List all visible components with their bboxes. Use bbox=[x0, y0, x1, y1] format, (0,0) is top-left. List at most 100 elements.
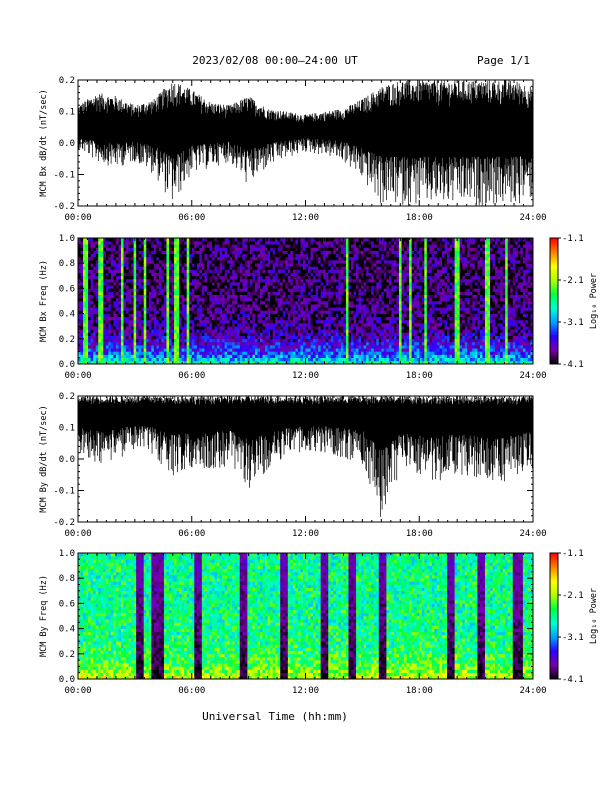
spectrogram-cell bbox=[98, 307, 102, 311]
spectrogram-cell bbox=[78, 301, 81, 305]
spectrogram-cell bbox=[194, 310, 198, 314]
spectrogram-cell bbox=[239, 341, 243, 346]
spectrogram-cell bbox=[171, 275, 175, 280]
spectrogram-cell bbox=[244, 269, 248, 273]
spectrogram-cell bbox=[270, 338, 273, 343]
spectrogram-cell bbox=[320, 244, 324, 248]
spectrogram-cell bbox=[237, 338, 241, 343]
spectrogram-cell bbox=[356, 313, 359, 318]
spectrogram-cell bbox=[171, 326, 175, 330]
spectrogram-cell bbox=[133, 294, 137, 299]
spectrogram-cell bbox=[115, 272, 119, 277]
spectrogram-cell bbox=[163, 288, 167, 292]
spectrogram-cell bbox=[158, 294, 162, 299]
spectrogram-cell bbox=[98, 360, 102, 365]
spectrogram-cell bbox=[242, 282, 246, 286]
spectrogram-cell bbox=[224, 319, 228, 324]
spectrogram-cell bbox=[93, 266, 96, 270]
spectrogram-cell bbox=[229, 323, 233, 327]
spectrogram-cell bbox=[376, 345, 380, 349]
spectrogram-cell bbox=[222, 304, 225, 308]
spectrogram-cell bbox=[196, 278, 200, 283]
spectrogram-cell bbox=[85, 351, 89, 355]
spectrogram-cell bbox=[120, 247, 124, 251]
spectrogram-cell bbox=[131, 307, 134, 311]
spectrogram-cell bbox=[93, 332, 96, 336]
spectrogram-cell bbox=[206, 335, 210, 340]
spectrogram-cell bbox=[214, 244, 218, 248]
spectrogram-cell bbox=[265, 297, 268, 302]
spectrogram-cell bbox=[133, 285, 137, 289]
spectrogram-cell bbox=[184, 256, 187, 261]
spectrogram-cell bbox=[138, 326, 142, 330]
spectrogram-cell bbox=[247, 341, 251, 346]
spectrogram-cell bbox=[313, 307, 316, 311]
spectrogram-cell bbox=[83, 260, 86, 264]
spectrogram-cell bbox=[83, 278, 86, 283]
spectrogram-cell bbox=[335, 338, 339, 343]
spectrogram-cell bbox=[343, 269, 347, 273]
spectrogram-cell bbox=[361, 335, 364, 340]
spectrogram-cell bbox=[179, 351, 182, 355]
spectrogram-cell bbox=[78, 285, 81, 289]
spectrogram-cell bbox=[133, 301, 137, 305]
spectrogram-cell bbox=[310, 304, 314, 308]
spectrogram-cell bbox=[368, 272, 372, 277]
spectrogram-cell bbox=[201, 244, 205, 248]
spectrogram-cell bbox=[146, 291, 150, 295]
spectrogram-cell bbox=[113, 301, 117, 305]
spectrogram-cell bbox=[199, 319, 203, 324]
spectrogram-cell bbox=[252, 263, 256, 267]
spectrogram-cell bbox=[333, 278, 337, 283]
spectrogram-cell bbox=[295, 319, 299, 324]
spectrogram-cell bbox=[224, 294, 228, 299]
spectrogram-cell bbox=[113, 291, 117, 295]
spectrogram-cell bbox=[191, 345, 195, 349]
spectrogram-cell bbox=[98, 348, 102, 352]
spectrogram-cell bbox=[368, 291, 372, 295]
spectrogram-cell bbox=[234, 313, 238, 318]
spectrogram-cell bbox=[234, 244, 238, 248]
spectrogram-cell bbox=[277, 260, 281, 264]
spectrogram-cell bbox=[136, 310, 139, 314]
spectrogram-cell bbox=[378, 260, 382, 264]
spectrogram-cell bbox=[222, 357, 225, 362]
spectrogram-cell bbox=[217, 307, 220, 311]
spectrogram-cell bbox=[232, 360, 236, 365]
spectrogram-cell bbox=[100, 278, 104, 283]
spectrogram-cell bbox=[280, 326, 284, 330]
spectrogram-cell bbox=[338, 266, 342, 270]
spectrogram-cell bbox=[285, 297, 289, 302]
spectrogram-cell bbox=[128, 335, 132, 340]
spectrogram-cell bbox=[163, 351, 167, 355]
spectrogram-cell bbox=[305, 351, 309, 355]
spectrogram-cell bbox=[373, 244, 377, 248]
spectrogram-cell bbox=[325, 329, 329, 333]
spectrogram-cell bbox=[113, 348, 117, 352]
spectrogram-cell bbox=[176, 269, 180, 273]
spectrogram-cell bbox=[196, 329, 200, 333]
spectrogram-cell bbox=[290, 263, 294, 267]
spectrogram-cell bbox=[295, 338, 299, 343]
spectrogram-cell bbox=[80, 345, 84, 349]
spectrogram-cell bbox=[315, 260, 319, 264]
spectrogram-cell bbox=[290, 319, 294, 324]
spectrogram-cell bbox=[277, 354, 281, 358]
spectrogram-cell bbox=[136, 326, 139, 330]
spectrogram-cell bbox=[267, 341, 271, 346]
spectrogram-cell bbox=[249, 253, 253, 258]
spectrogram-cell bbox=[242, 291, 246, 295]
spectrogram-cell bbox=[328, 269, 332, 273]
spectrogram-cell bbox=[227, 282, 230, 286]
spectrogram-cell bbox=[217, 244, 220, 248]
spectrogram-cell bbox=[90, 247, 94, 251]
spectrogram-cell bbox=[123, 282, 127, 286]
spectrogram-cell bbox=[366, 260, 369, 264]
spectrogram-cell bbox=[260, 307, 263, 311]
spectrogram-cell bbox=[310, 341, 314, 346]
spectrogram-cell bbox=[141, 332, 145, 336]
spectrogram-cell bbox=[318, 307, 321, 311]
spectrogram-cell bbox=[371, 307, 375, 311]
spectrogram-cell bbox=[302, 332, 306, 336]
spectrogram-cell bbox=[300, 354, 304, 358]
